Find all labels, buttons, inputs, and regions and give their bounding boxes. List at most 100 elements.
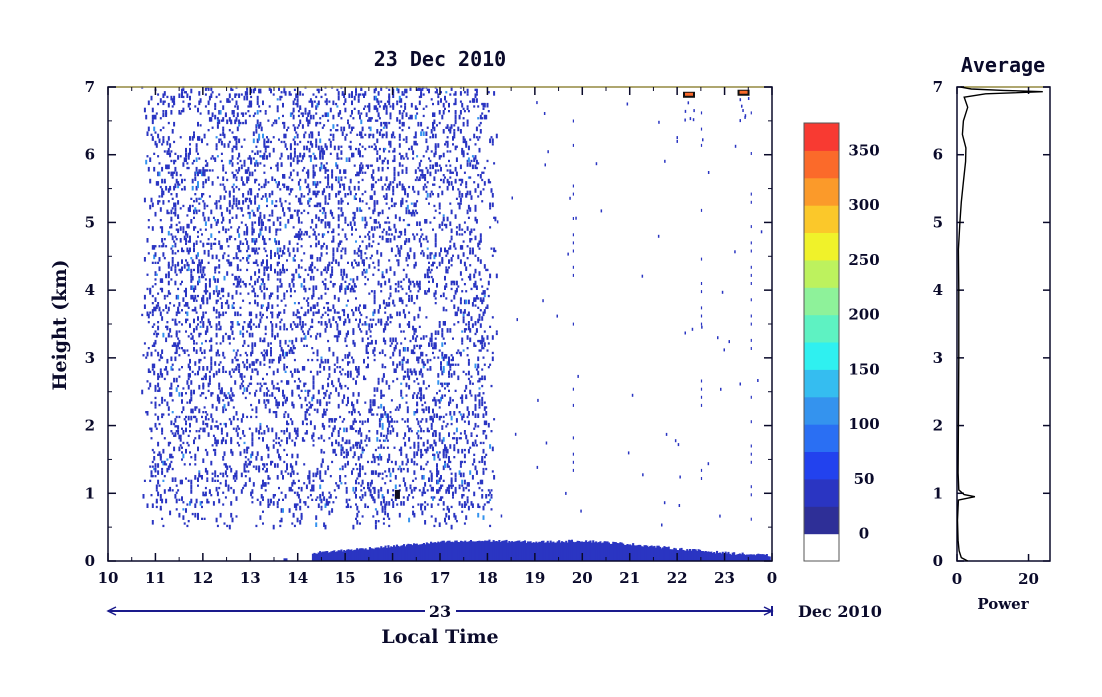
heat-cell (247, 470, 250, 473)
heat-cell (227, 392, 230, 395)
heat-cell (376, 510, 379, 516)
heat-cell (357, 98, 360, 103)
heat-cell (159, 453, 162, 459)
heat-cell (187, 157, 190, 160)
heat-cell (276, 183, 279, 189)
heat-cell (284, 304, 287, 307)
heat-cell (466, 93, 469, 96)
heat-cell (187, 207, 190, 212)
heat-cell (324, 470, 327, 475)
heat-cell (352, 456, 355, 459)
heat-cell (324, 311, 327, 314)
heat-cell (178, 221, 181, 224)
heat-cell (246, 197, 249, 200)
heat-cell (153, 126, 156, 132)
heat-cell (441, 427, 444, 430)
heat-cell (212, 157, 215, 160)
heat-cell (150, 133, 153, 136)
heat-cell (251, 230, 254, 236)
heat-cell (304, 389, 307, 392)
heat-cell (360, 330, 363, 333)
heat-cell (300, 515, 303, 520)
heat-cell (450, 181, 453, 186)
heat-cell (186, 162, 189, 165)
heat-cell (365, 344, 368, 347)
heat-cell (291, 439, 294, 442)
heat-cell (309, 494, 312, 497)
heat-cell (421, 169, 424, 174)
heat-cell (299, 323, 302, 326)
heat-cell (467, 321, 470, 324)
heat-cell (327, 377, 330, 381)
heat-cell (369, 133, 372, 136)
heat-cell (413, 254, 416, 260)
heat-cell (344, 287, 347, 291)
heat-cell (198, 202, 201, 205)
heat-cell (178, 498, 181, 501)
heat-cell (465, 328, 468, 331)
heat-cell (207, 318, 210, 324)
heat-cell (293, 323, 296, 326)
heat-cell (309, 131, 312, 134)
heat-cell (268, 358, 271, 364)
heat-cell (274, 268, 276, 274)
heat-cell (195, 147, 198, 153)
heat-cell (276, 166, 279, 172)
heat-cell (259, 121, 262, 127)
heat-cell (154, 339, 157, 345)
heat-cell (402, 219, 405, 222)
heat-cell (385, 380, 388, 385)
heat-cell (386, 413, 389, 418)
heat-cell (235, 254, 238, 260)
heat-cell (246, 366, 249, 371)
heat-cell (430, 150, 433, 153)
heat-cell (149, 204, 152, 210)
heat-cell (388, 207, 391, 210)
heat-cell (234, 275, 237, 281)
heat-cell (364, 439, 367, 442)
heat-cell (461, 460, 464, 464)
heat-cell (228, 159, 231, 165)
heat-cell (400, 200, 403, 205)
heat-cell (351, 470, 353, 475)
heat-cell (262, 498, 264, 501)
heat-cell (291, 465, 294, 471)
heat-cell (394, 484, 397, 490)
heat-cell (365, 164, 368, 167)
heat-cell (283, 394, 286, 399)
heat-cell (325, 389, 328, 392)
heat-cell (367, 233, 369, 236)
heat-cell (182, 297, 185, 302)
heat-cell (316, 268, 319, 272)
heat-cell (440, 247, 442, 253)
heat-cell (199, 261, 202, 267)
heat-cell (166, 294, 169, 298)
heat-cell (441, 356, 444, 359)
heat-cell (149, 311, 152, 314)
heat-cell (182, 88, 185, 91)
heat-cell (198, 169, 201, 174)
heat-cell (304, 131, 307, 134)
heat-cell (428, 384, 430, 388)
heat-cell (446, 140, 449, 146)
heat-cell (297, 370, 300, 373)
heat-cell (382, 105, 385, 110)
heat-cell (171, 245, 174, 248)
heat-cell (251, 437, 254, 442)
heat-cell (317, 131, 320, 134)
heat-cell (323, 408, 326, 411)
heat-cell (432, 228, 434, 231)
heat-cell (178, 339, 181, 345)
heat-cell (248, 382, 251, 385)
heat-cell (397, 290, 400, 293)
heat-cell (437, 503, 440, 506)
heat-cell (353, 451, 356, 456)
heat-cell (349, 178, 352, 184)
heat-cell (254, 162, 257, 167)
heat-cell (254, 280, 257, 286)
heat-cell (367, 486, 369, 490)
heat-cell (232, 257, 235, 260)
heat-cell (177, 311, 180, 314)
heat-cell (396, 432, 399, 437)
heat-cell (434, 91, 437, 94)
